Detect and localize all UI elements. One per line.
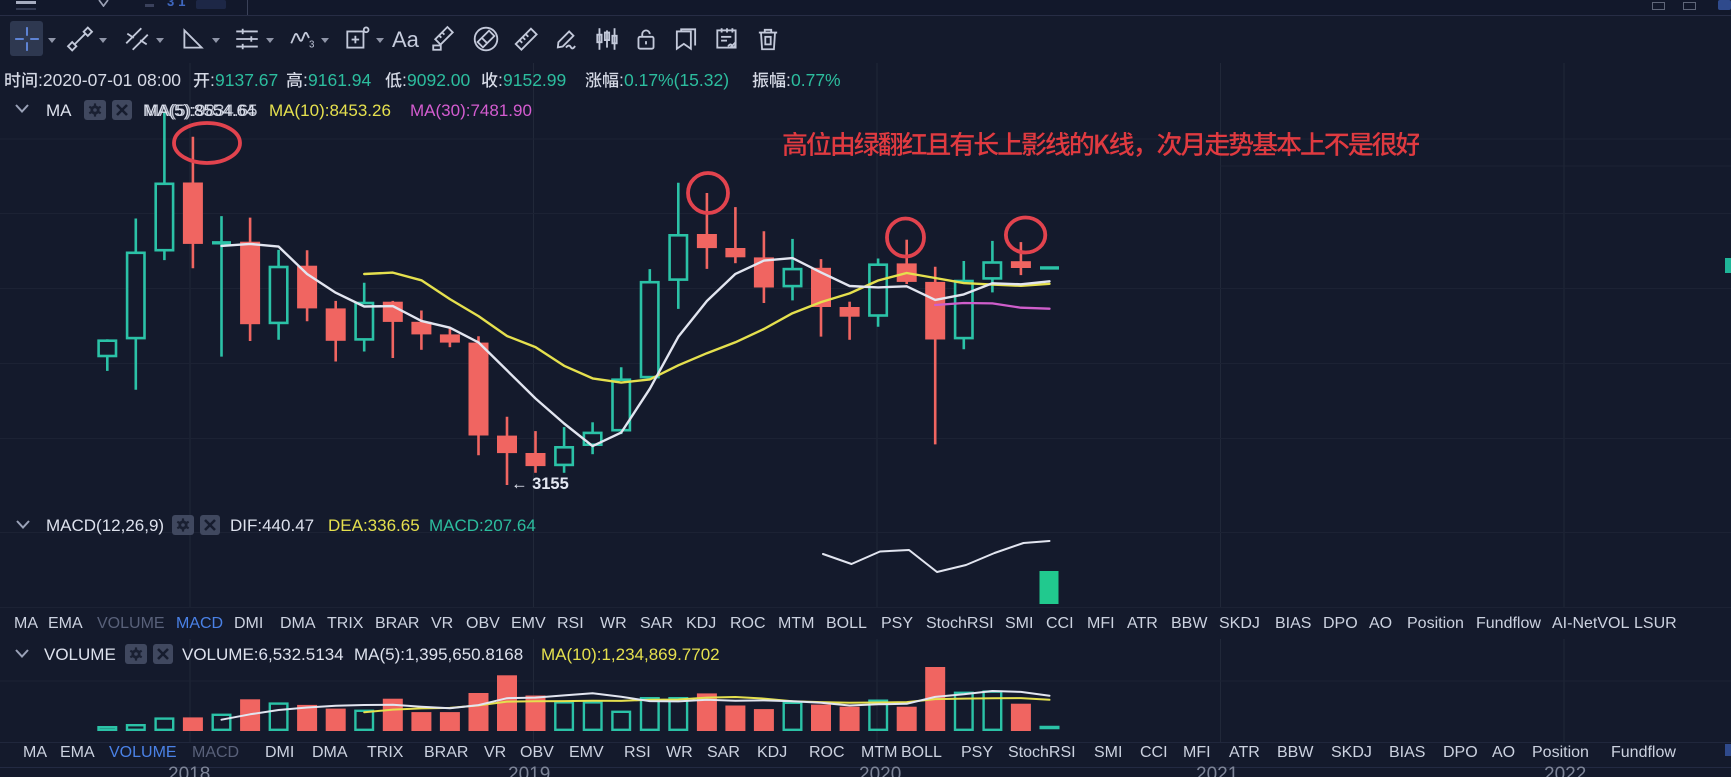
svg-text:3: 3 (309, 40, 314, 51)
